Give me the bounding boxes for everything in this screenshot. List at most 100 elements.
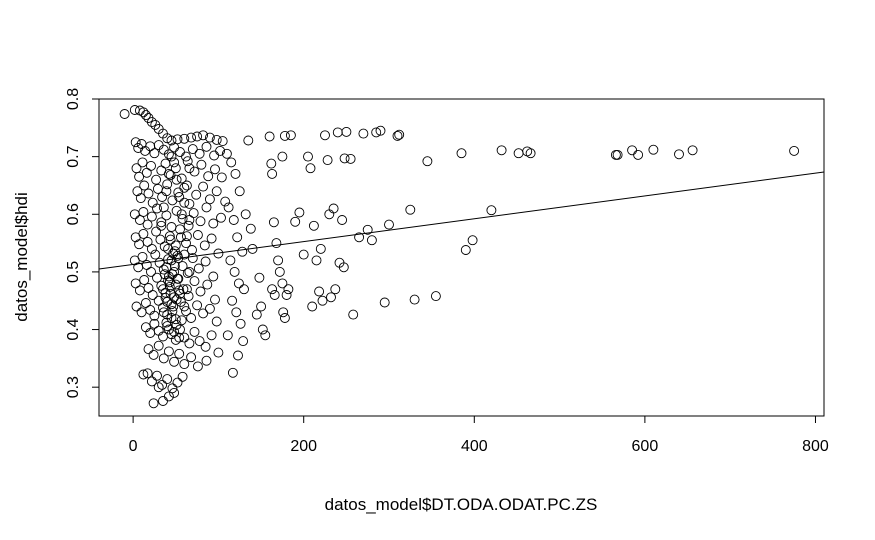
data-point <box>409 294 420 305</box>
data-point <box>164 281 175 292</box>
data-point <box>169 157 180 168</box>
data-point <box>199 240 210 251</box>
data-point <box>186 352 197 363</box>
data-point <box>274 266 285 277</box>
data-point <box>176 173 187 184</box>
data-point <box>338 262 349 273</box>
y-tick-label: 0.7 <box>65 145 82 167</box>
data-point <box>201 202 212 213</box>
data-point <box>281 290 292 300</box>
data-point <box>194 148 205 159</box>
data-point <box>278 307 289 318</box>
data-point <box>279 313 290 323</box>
data-point <box>172 377 183 388</box>
data-point <box>235 318 246 329</box>
y-axis-label: datos_model$hdi <box>12 192 31 321</box>
data-point <box>208 271 219 282</box>
data-point <box>187 144 198 155</box>
x-tick-label: 800 <box>802 438 829 455</box>
data-point <box>267 168 278 179</box>
data-point <box>226 157 237 168</box>
data-point <box>189 276 200 287</box>
data-point <box>230 168 241 179</box>
y-tick-label: 0.8 <box>65 88 82 110</box>
data-point <box>169 326 180 337</box>
data-point <box>171 294 182 305</box>
data-point <box>187 245 197 255</box>
data-point <box>162 296 173 307</box>
data-point <box>143 344 154 355</box>
data-point <box>138 107 149 118</box>
x-tick-label: 0 <box>129 438 138 455</box>
data-point <box>221 148 232 159</box>
data-point <box>166 135 177 146</box>
x-axis-label: datos_model$DT.ODA.ODAT.PC.ZS <box>325 495 598 514</box>
data-point <box>159 269 170 280</box>
data-point <box>139 275 150 285</box>
data-point <box>222 330 233 341</box>
data-point <box>138 207 149 217</box>
data-point <box>189 326 200 337</box>
data-point <box>159 241 170 252</box>
data-point <box>362 224 373 235</box>
data-point <box>162 374 173 385</box>
data-point <box>147 290 158 300</box>
data-point <box>181 238 191 249</box>
data-point <box>146 243 157 254</box>
data-point <box>213 347 224 358</box>
data-point <box>166 313 177 323</box>
data-point <box>315 243 326 254</box>
data-point <box>227 367 238 378</box>
data-point <box>317 295 328 306</box>
y-axis: 0.3 0.4 0.5 0.6 0.7 0.8 <box>65 88 100 398</box>
data-point <box>192 131 203 142</box>
data-point <box>240 209 251 220</box>
data-point <box>193 263 204 274</box>
data-point <box>181 284 192 295</box>
data-point <box>163 391 174 402</box>
data-point <box>232 232 243 243</box>
data-point <box>371 127 382 138</box>
data-point <box>170 240 181 251</box>
data-point <box>200 256 211 267</box>
data-point <box>142 219 153 230</box>
data-point <box>375 125 386 136</box>
data-point <box>138 369 149 380</box>
data-point <box>134 171 145 182</box>
data-point <box>179 133 190 144</box>
data-point <box>211 316 222 327</box>
data-point <box>174 348 185 359</box>
regression-line <box>98 171 825 270</box>
data-point <box>162 179 173 190</box>
data-point <box>633 149 644 160</box>
data-point <box>206 233 217 244</box>
y-tick-label: 0.6 <box>65 203 82 225</box>
data-point <box>181 306 191 317</box>
data-point <box>256 301 267 312</box>
data-point <box>137 251 148 262</box>
x-tick-label: 400 <box>461 438 488 455</box>
data-point <box>174 192 185 202</box>
data-point <box>231 307 242 318</box>
data-point <box>179 301 190 312</box>
data-point <box>225 255 236 266</box>
data-point <box>456 148 467 159</box>
data-point <box>146 117 157 128</box>
data-point <box>254 272 265 283</box>
data-point <box>158 353 169 364</box>
data-point <box>181 180 192 191</box>
data-point <box>345 153 356 164</box>
data-point <box>251 309 262 320</box>
data-point <box>166 255 177 266</box>
data-point <box>307 301 318 312</box>
data-point <box>229 266 240 277</box>
data-point <box>139 180 150 191</box>
data-point <box>405 204 416 215</box>
y-tick-label: 0.4 <box>65 318 82 340</box>
data-point <box>163 149 174 160</box>
data-point <box>165 234 176 245</box>
data-point <box>648 144 659 155</box>
data-point <box>198 181 209 192</box>
data-point <box>179 197 190 208</box>
data-point <box>290 216 301 227</box>
